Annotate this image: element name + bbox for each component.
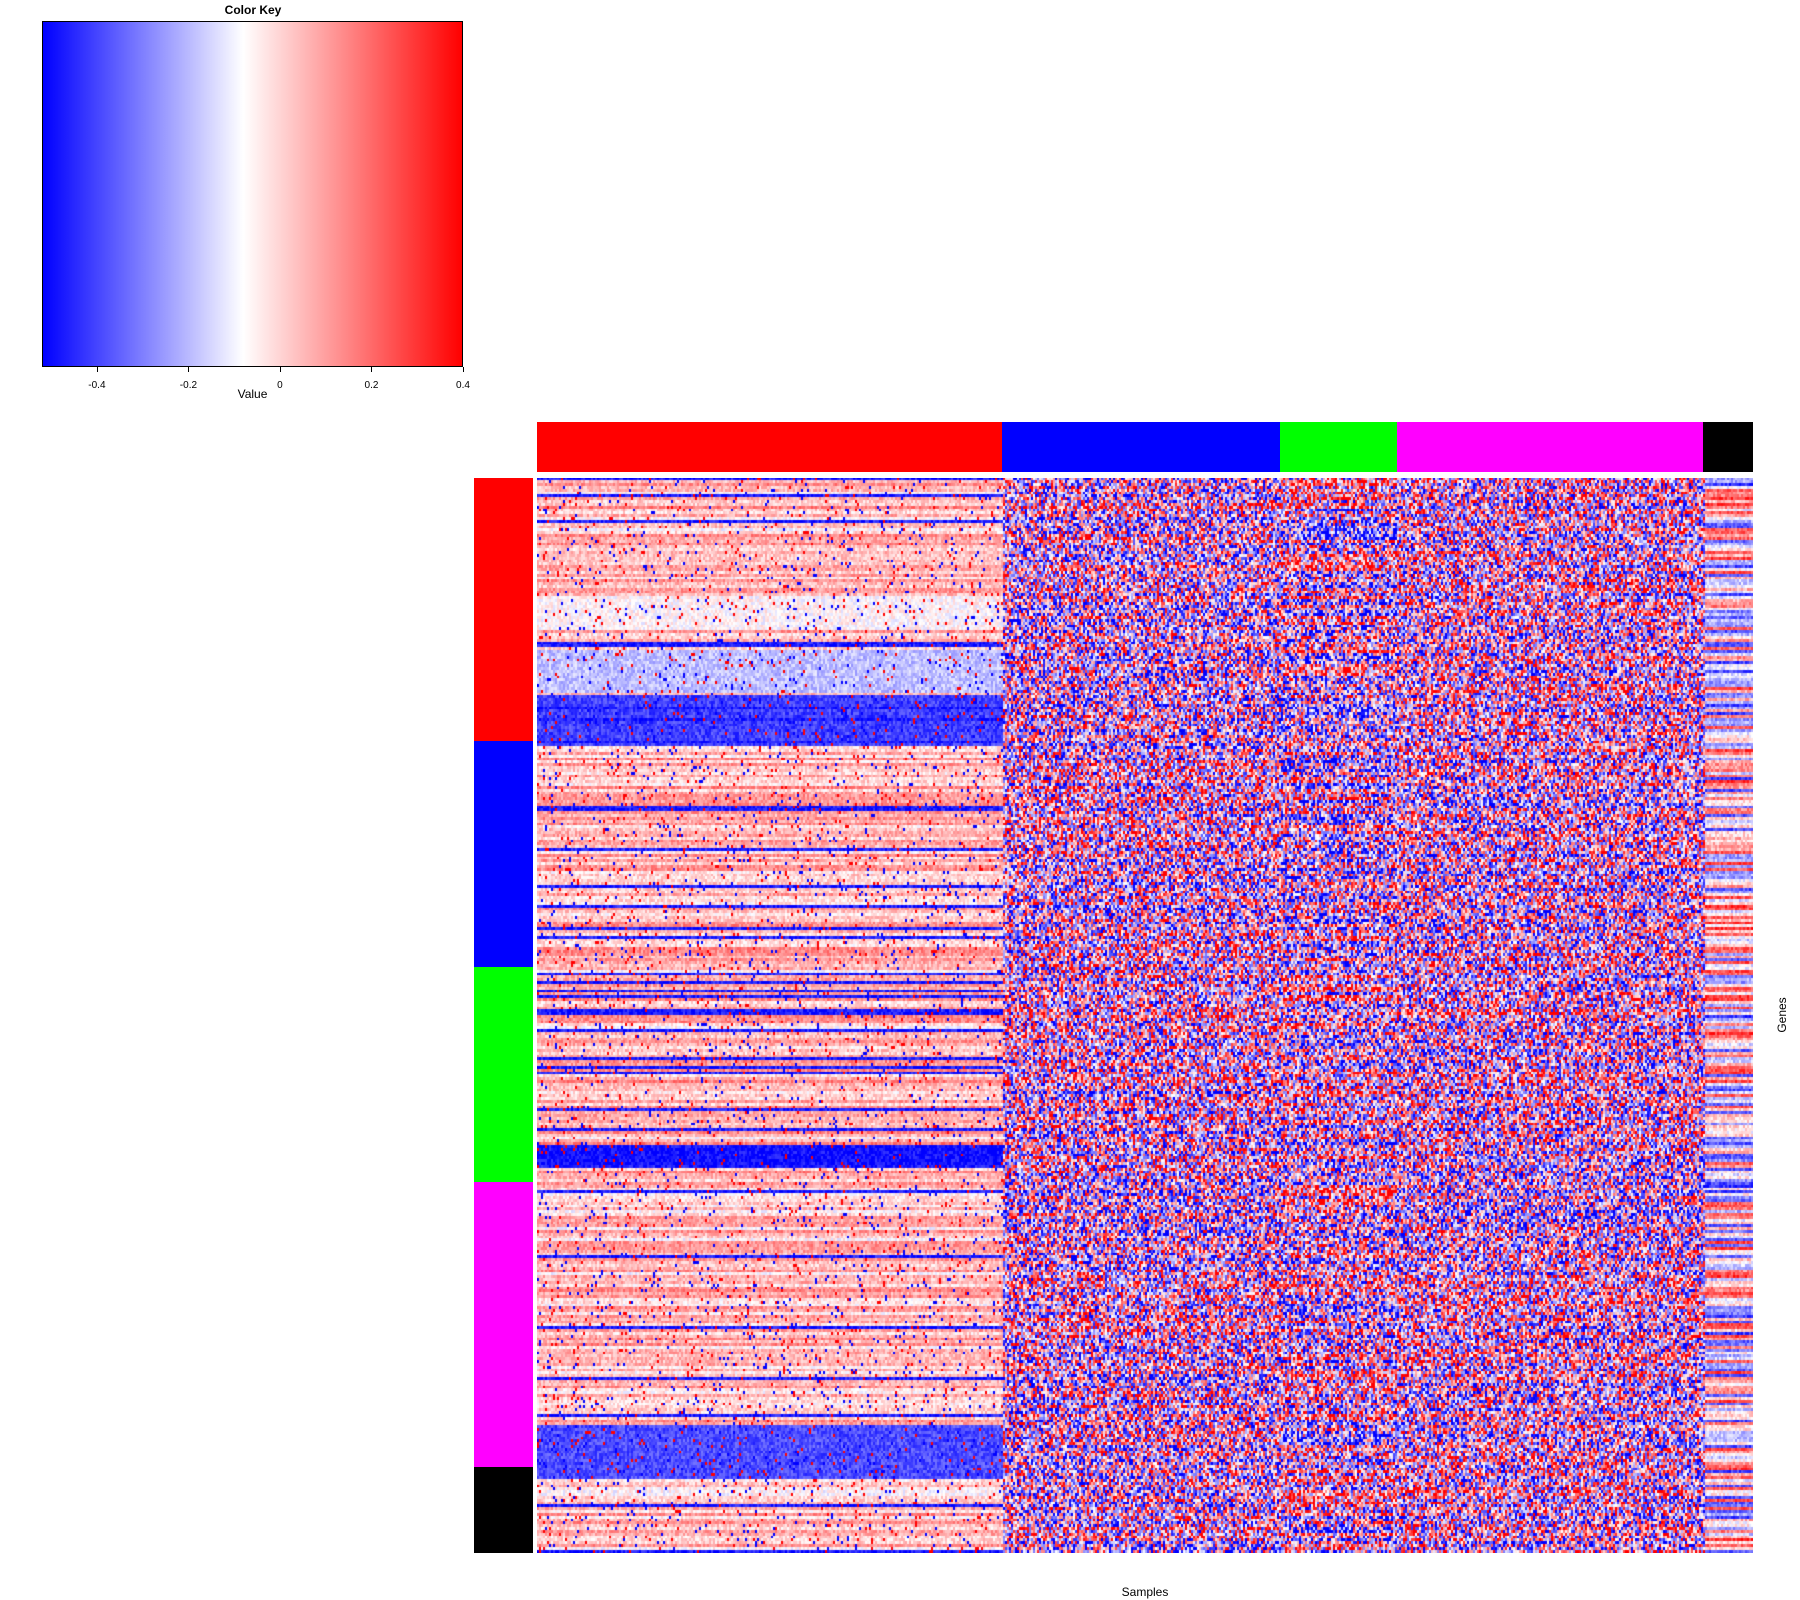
row-group-2 — [474, 741, 533, 968]
color-key-tick-label: 0.2 — [364, 380, 379, 391]
color-key-tick — [463, 367, 464, 372]
column-group-2 — [1001, 422, 1280, 472]
row-group-5 — [474, 1467, 533, 1553]
x-axis-label: Samples — [1121, 1585, 1169, 1599]
color-key-xlabel: Value — [237, 387, 268, 401]
column-side-colors — [537, 422, 1753, 472]
heatmap-grid — [537, 478, 1753, 1553]
column-group-3 — [1279, 422, 1397, 472]
row-group-3 — [474, 967, 533, 1183]
column-group-5 — [1703, 422, 1753, 472]
row-group-1 — [474, 478, 533, 742]
column-group-4 — [1396, 422, 1704, 472]
column-group-1 — [537, 422, 1002, 472]
color-key-tick-label: -0.4 — [88, 380, 106, 391]
color-key-tick-label: 0 — [277, 380, 283, 391]
color-key-tick — [96, 367, 98, 372]
color-key-tick — [188, 367, 190, 372]
color-key-tick — [279, 367, 281, 372]
y-axis-label: Genes — [1775, 997, 1789, 1033]
color-key-tick — [371, 367, 373, 372]
row-group-4 — [474, 1182, 533, 1467]
color-key-tick-label: -0.2 — [179, 380, 198, 391]
color-key-tick-label: 0.4 — [456, 380, 470, 391]
row-side-colors — [474, 478, 533, 1553]
color-key-gradient — [42, 21, 463, 367]
color-key-axis: -0.4 -0.2 0 0.2 0.4 — [42, 367, 470, 391]
color-key-title: Color Key — [224, 3, 282, 17]
